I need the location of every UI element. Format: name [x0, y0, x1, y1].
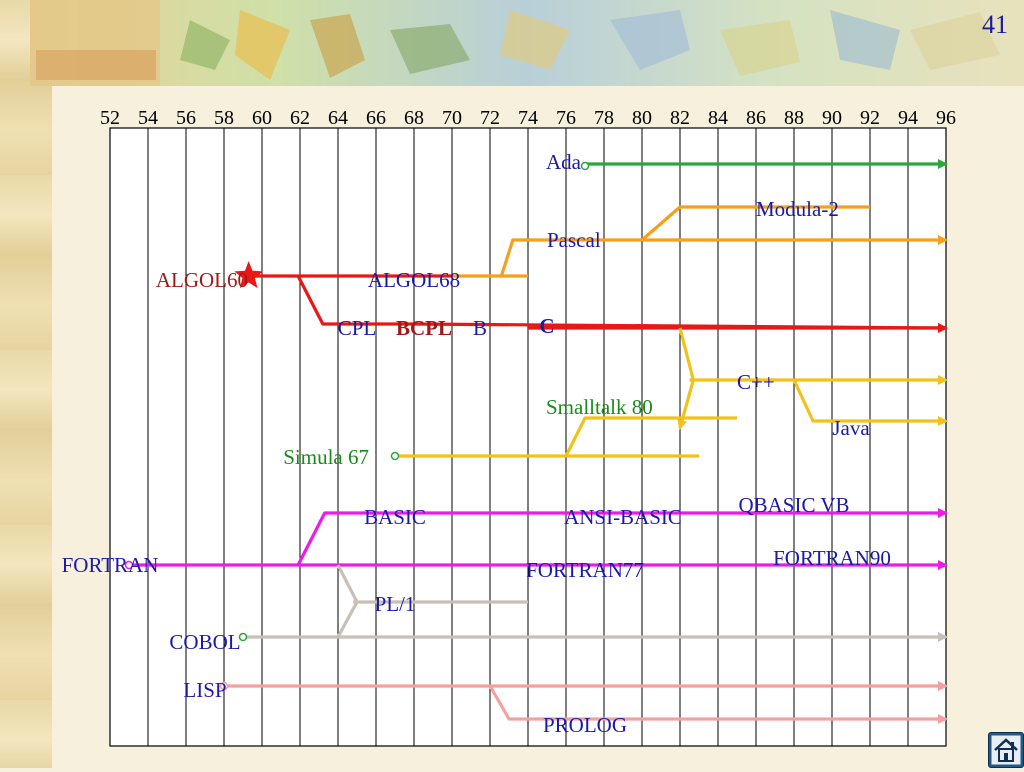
language-label-fortran77: FORTRAN77 [526, 558, 644, 582]
language-label-lisp: LISP [183, 678, 226, 702]
year-label: 78 [594, 107, 614, 129]
home-icon [990, 734, 1022, 766]
java-line [792, 379, 948, 426]
language-label-java: Java [832, 416, 870, 440]
language-label-prolog: PROLOG [543, 713, 627, 737]
year-label: 68 [404, 107, 424, 129]
prolog-line [488, 685, 948, 724]
ada-origin-dot [580, 161, 590, 171]
language-label-cobol: COBOL [169, 630, 240, 654]
language-label-b: B [473, 316, 487, 340]
year-label: 66 [366, 107, 386, 129]
smalltalk-line [564, 416, 737, 457]
language-label-fortran: FORTRAN [62, 553, 159, 577]
language-label-fortran90: FORTRAN90 [773, 546, 891, 570]
language-labels: Ada Modula-2 Pascal ALGOL60 ALGOL68 CPL BCPL B C… [62, 150, 891, 737]
year-label: 76 [556, 107, 576, 129]
language-label-simula67: Simula 67 [283, 445, 369, 469]
simula-origin-dot [390, 451, 400, 461]
year-label: 62 [290, 107, 310, 129]
language-label-modula-2: Modula-2 [756, 197, 839, 221]
year-label: 52 [100, 107, 120, 129]
year-label: 92 [860, 107, 880, 129]
lineage-lines [129, 159, 948, 724]
year-label: 90 [822, 107, 842, 129]
year-label: 84 [708, 107, 728, 129]
year-label: 80 [632, 107, 652, 129]
language-label-smalltalk80: Smalltalk 80 [546, 395, 653, 419]
language-label-algol60: ALGOL60 [156, 268, 248, 292]
star-icon [234, 261, 263, 289]
year-label: 88 [784, 107, 804, 129]
fortran-origin-dot [124, 560, 134, 570]
language-label-ansi-basic: ANSI-BASIC [564, 505, 682, 529]
year-label: 58 [214, 107, 234, 129]
language-label-c: C [539, 314, 554, 338]
language-label-algol68: ALGOL68 [368, 268, 460, 292]
c-line [296, 275, 948, 333]
home-button[interactable] [988, 732, 1024, 768]
year-label: 54 [138, 107, 158, 129]
language-label-bcpl: BCPL [396, 316, 452, 340]
language-label-cpl: CPL [338, 316, 377, 340]
left-paper-texture [0, 0, 52, 768]
year-axis: 52 54 56 58 60 62 64 66 68 70 72 74 76 78 80 82 84 86 88 90… [100, 107, 956, 129]
year-label: 60 [252, 107, 272, 129]
language-label-pl1: PL/1 [375, 592, 416, 616]
language-label-cpp: C++ [737, 370, 775, 394]
origin-markers [124, 161, 590, 691]
page-number: 41 [982, 10, 1008, 39]
year-grid-lines [147, 128, 947, 746]
year-label: 72 [480, 107, 500, 129]
modula-2-line [640, 205, 870, 242]
language-label-pascal: Pascal [547, 228, 601, 252]
year-label: 94 [898, 107, 918, 129]
year-label: 56 [176, 107, 196, 129]
language-label-basic: BASIC [364, 505, 426, 529]
year-label: 74 [518, 107, 538, 129]
language-label-qbasic-vb: QBASIC VB [738, 493, 849, 517]
cobol-origin-dot [238, 632, 248, 642]
decorative-leaf-banner [30, 0, 1024, 86]
year-label: 86 [746, 107, 766, 129]
year-label: 70 [442, 107, 462, 129]
lisp-origin-dot [219, 681, 229, 691]
basic-line [296, 508, 948, 566]
year-label: 64 [328, 107, 348, 129]
year-label: 96 [936, 107, 956, 129]
pascal-line [452, 235, 948, 278]
year-label: 82 [670, 107, 690, 129]
language-label-ada: Ada [546, 150, 582, 174]
